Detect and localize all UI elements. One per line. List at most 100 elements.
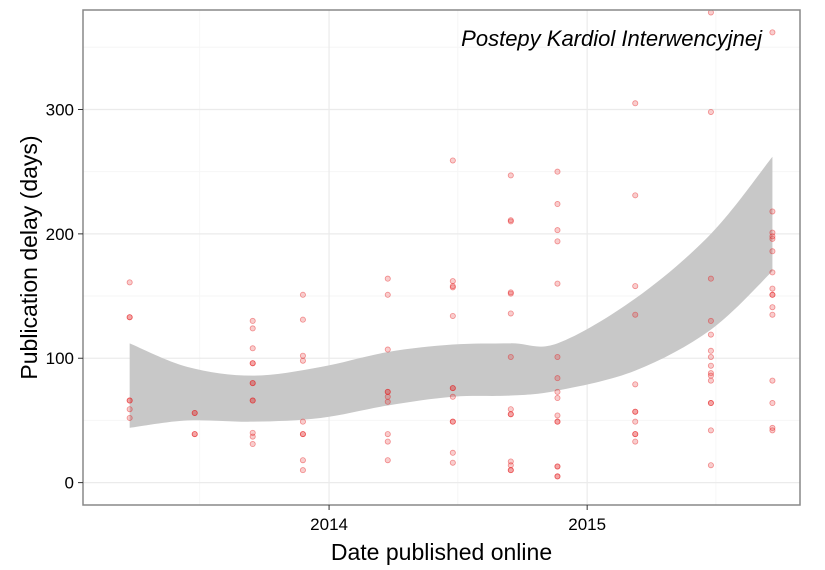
data-point [769,400,776,407]
data-point [769,311,776,318]
data-point [249,325,256,332]
data-point [507,406,514,413]
data-point [507,353,514,360]
data-point [632,438,639,445]
data-point [507,172,514,179]
y-tick-label: 300 [46,100,74,119]
data-point [507,218,514,225]
data-point [707,377,714,384]
data-point [769,304,776,311]
data-point [707,400,714,407]
data-point [769,233,776,240]
data-point [191,409,198,416]
data-point [632,283,639,290]
data-point [449,312,456,319]
data-point [191,431,198,438]
data-point [249,397,256,404]
data-point [384,393,391,400]
data-point [449,449,456,456]
data-point [554,168,561,175]
data-point [299,357,306,364]
data-point [507,467,514,474]
data-point [449,418,456,425]
data-point [449,284,456,291]
data-point [126,397,133,404]
panel-border [82,9,801,506]
data-point [449,393,456,400]
data-point [249,360,256,367]
data-point [126,414,133,421]
data-point [554,201,561,208]
data-point [554,473,561,480]
data-point [707,400,714,407]
data-point [707,347,714,354]
x-axis: 2014 2015 [310,505,606,534]
data-point [554,395,561,402]
x-tick-label: 2014 [310,515,348,534]
journal-annotation: Postepy Kardiol Interwencyjnej [461,26,763,51]
data-point [769,229,776,236]
data-point [707,362,714,369]
data-point [384,275,391,282]
x-tick-label: 2015 [568,515,606,534]
data-point [384,438,391,445]
data-point [554,473,561,480]
data-point [299,467,306,474]
data-point [632,311,639,318]
y-axis: 0 100 200 300 [46,100,83,493]
data-point [299,316,306,323]
data-point [507,217,514,224]
data-point [384,346,391,353]
data-point [249,433,256,440]
data-point [554,463,561,470]
data-point [554,412,561,419]
data-point [769,291,776,298]
data-point [249,317,256,324]
data-point [707,370,714,377]
data-point [507,289,514,296]
data-point [384,398,391,405]
data-point [554,388,561,395]
data-point [707,275,714,282]
data-point [191,409,198,416]
data-point [507,411,514,418]
data-point [299,431,306,438]
data-point [449,385,456,392]
data-point [554,375,561,382]
data-point [769,29,776,36]
data-point [449,157,456,164]
y-tick-label: 0 [65,474,74,493]
data-point [632,100,639,107]
confidence-band [129,156,773,428]
data-point [191,431,198,438]
data-point [632,431,639,438]
data-point [707,427,714,434]
data-point [299,431,306,438]
x-axis-title: Date published online [331,539,552,565]
y-axis-title: Publication delay (days) [16,135,42,379]
data-point [126,314,133,321]
data-point [449,385,456,392]
data-point [769,248,776,255]
data-point [126,406,133,413]
data-point [707,317,714,324]
data-point [507,411,514,418]
data-point [769,424,776,431]
data-point [384,291,391,298]
data-point [632,431,639,438]
minor-gridlines [83,10,800,505]
y-tick-label: 100 [46,349,74,368]
data-point [249,441,256,448]
data-point [554,280,561,287]
data-point [769,427,776,434]
data-point [707,331,714,338]
data-point [249,380,256,387]
data-point [632,381,639,388]
smooth-confidence-band [129,156,773,428]
data-point [126,314,133,321]
data-point [449,283,456,290]
data-point [554,353,561,360]
data-point [632,408,639,415]
data-point [632,418,639,425]
data-point [632,408,639,415]
